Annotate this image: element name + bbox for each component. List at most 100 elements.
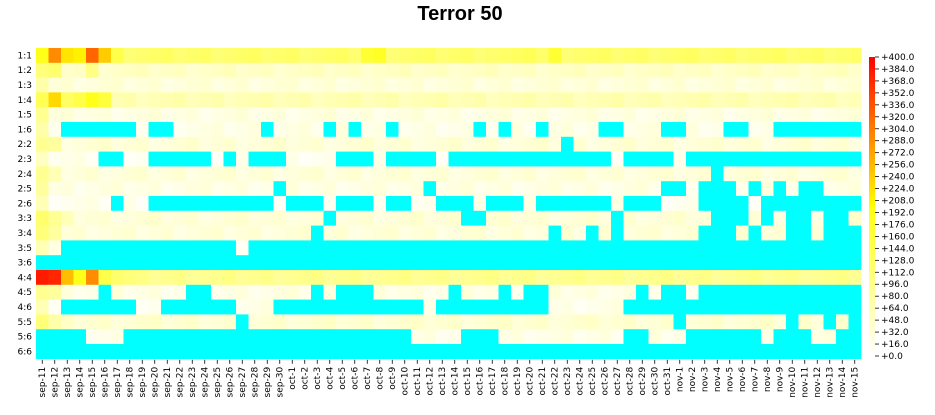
heatmap-cell [348,225,362,241]
heatmap-cell [173,77,187,93]
heatmap-cell [848,77,862,93]
heatmap-cell [436,255,449,271]
heatmap-cell [148,166,162,182]
heatmap-cell [361,196,374,212]
heatmap-cell [736,107,749,123]
column-label: sep-22 [176,367,186,398]
heatmap-cell [623,210,637,226]
heatmap-cell [186,92,199,108]
row-label: 3:3 [18,214,32,224]
heatmap-cell [648,270,662,286]
heatmap-cell [361,329,374,345]
heatmap-cell [511,181,524,197]
heatmap-cell [486,225,499,241]
heatmap-cell [536,284,549,300]
heatmap-cell [536,344,549,360]
heatmap-cell [623,344,637,360]
heatmap-cell [798,122,812,138]
heatmap-cell [561,210,574,226]
heatmap-cell [711,77,724,93]
heatmap-cell [723,196,737,212]
heatmap-cell [836,299,849,315]
colorbar-segment [869,119,875,124]
heatmap-cell [223,107,237,123]
heatmap-cell [86,196,99,212]
column-label: sep-21 [163,367,173,398]
heatmap-cell [673,196,687,212]
heatmap-cell [598,136,612,152]
heatmap-cell [836,329,849,345]
heatmap-cell [786,136,799,152]
heatmap-cell [86,255,99,271]
column-label: oct-15 [463,367,473,396]
heatmap-cell [111,136,124,152]
heatmap-cell [486,240,499,256]
colorbar-segment [869,152,875,157]
heatmap-cell [761,48,774,64]
heatmap-cell [136,136,149,152]
heatmap-cell [186,151,199,167]
heatmap-cell [573,344,587,360]
heatmap-cell [648,299,662,315]
heatmap-cell [286,210,299,226]
heatmap-cell [511,166,524,182]
heatmap-cell [173,284,187,300]
heatmap-cell [198,122,212,138]
heatmap-cell [698,122,712,138]
heatmap-cell [611,314,624,330]
heatmap-cell [336,225,349,241]
heatmap-cell [286,48,299,64]
heatmap-cell [773,314,787,330]
heatmap-cell [36,151,49,167]
heatmap-cell [586,77,599,93]
heatmap-cell [198,344,212,360]
heatmap-cell [611,299,624,315]
heatmap-cell [236,314,249,330]
colorbar-label: +176.0 [881,220,915,230]
colorbar-segment [869,134,875,139]
heatmap-cell [648,344,662,360]
heatmap-cell [161,107,174,123]
column-label: oct-9 [388,367,398,390]
heatmap-cell [686,329,699,345]
colorbar-segment [869,164,875,169]
heatmap-cell [261,210,274,226]
heatmap-cell [411,299,424,315]
heatmap-cell [261,62,274,78]
heatmap-cell [211,299,224,315]
column-label: oct-22 [551,367,561,396]
colorbar-segment [869,245,875,249]
heatmap-cell [461,210,474,226]
colorbar-segment [869,143,875,148]
colorbar-label: +80.0 [881,292,909,302]
heatmap-cell [511,107,524,123]
colorbar-segment [869,320,875,324]
colorbar-segment [869,209,875,213]
heatmap-cell [36,122,49,138]
heatmap-cell [248,136,262,152]
heatmap-cell [623,107,637,123]
heatmap-cell [336,329,349,345]
heatmap-cell [436,284,449,300]
heatmap-cell [698,107,712,123]
heatmap-cell [48,344,62,360]
heatmap-cell [698,210,712,226]
heatmap-cell [398,240,412,256]
heatmap-cell [136,284,149,300]
column-label: oct-3 [313,367,323,390]
heatmap-cell [248,329,262,345]
heatmap-cell [386,314,399,330]
heatmap-cell [473,92,487,108]
heatmap-cell [136,166,149,182]
heatmap-cell [211,196,224,212]
colorbar-label: +208.0 [881,197,915,207]
colorbar-segment [869,353,875,357]
colorbar-segment [869,74,875,79]
heatmap-cell [811,314,824,330]
heatmap-cell [386,136,399,152]
heatmap-cell [473,329,487,345]
heatmap-cell [498,166,512,182]
heatmap-cell [636,136,649,152]
heatmap-cell [523,344,537,360]
heatmap-cell [311,77,324,93]
